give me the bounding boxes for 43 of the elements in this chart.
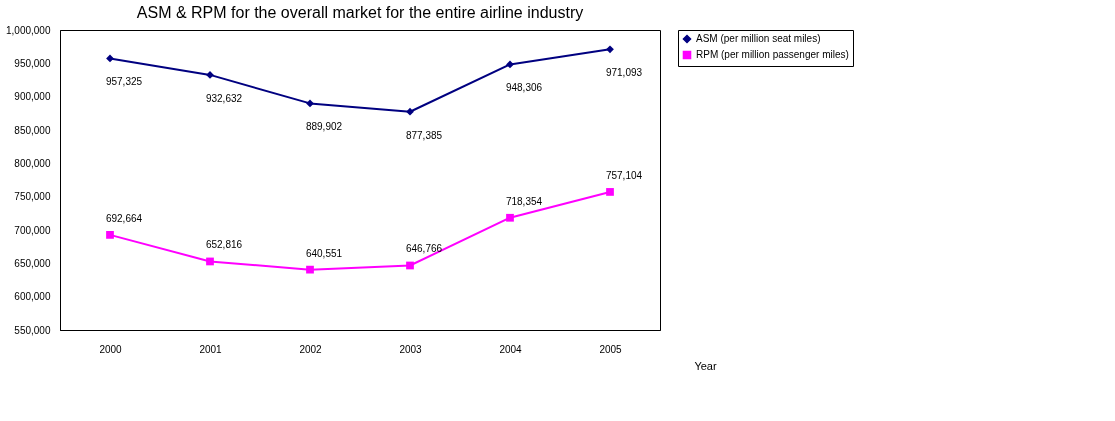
point <box>406 261 414 270</box>
y-tick-label: 650,000 <box>14 257 51 269</box>
data-label: 948,306 <box>505 82 543 94</box>
x-tick-label: 2002 <box>299 343 323 355</box>
y-tick-label: 750,000 <box>14 191 51 203</box>
data-label: 971,093 <box>605 67 643 79</box>
point <box>606 45 614 54</box>
y-tick-label: 900,000 <box>14 91 51 103</box>
x-tick-label: 2000 <box>99 343 123 355</box>
point <box>206 257 214 266</box>
point <box>306 99 314 108</box>
x-tick-label: 2003 <box>399 343 423 355</box>
data-label: 932,632 <box>205 92 243 104</box>
legend-label: ASM (per million seat miles) <box>696 33 821 44</box>
point <box>106 54 114 63</box>
data-label: 757,104 <box>605 169 643 181</box>
data-label: 652,816 <box>205 239 243 251</box>
y-tick-label: 800,000 <box>14 157 51 169</box>
data-label: 877,385 <box>405 129 443 141</box>
y-tick-label: 700,000 <box>14 224 51 236</box>
x-axis-title: Year <box>694 359 717 372</box>
y-tick-label: 600,000 <box>14 291 51 303</box>
data-label: 640,551 <box>305 247 343 259</box>
data-label: 889,902 <box>305 121 343 133</box>
y-tick-label: 550,000 <box>14 324 51 336</box>
y-tick-label: 1,000,000 <box>6 24 51 36</box>
y-tick-label: 950,000 <box>14 57 51 69</box>
point <box>106 231 114 239</box>
point <box>506 60 514 69</box>
point <box>306 265 314 274</box>
point <box>506 213 514 222</box>
point <box>406 107 414 116</box>
data-label: 692,664 <box>105 212 143 224</box>
x-tick-label: 2001 <box>199 343 223 355</box>
x-tick-label: 2004 <box>499 343 523 355</box>
legend-label: RPM (per million passenger miles) <box>696 49 849 60</box>
y-tick-label: 850,000 <box>14 124 51 136</box>
x-tick-label: 2005 <box>599 343 623 355</box>
data-label: 957,325 <box>105 76 143 88</box>
data-label: 718,354 <box>505 195 543 207</box>
chart-title: ASM & RPM for the overall market for the entire airline industry <box>136 4 584 21</box>
data-label: 646,766 <box>405 243 443 255</box>
point <box>606 188 614 196</box>
